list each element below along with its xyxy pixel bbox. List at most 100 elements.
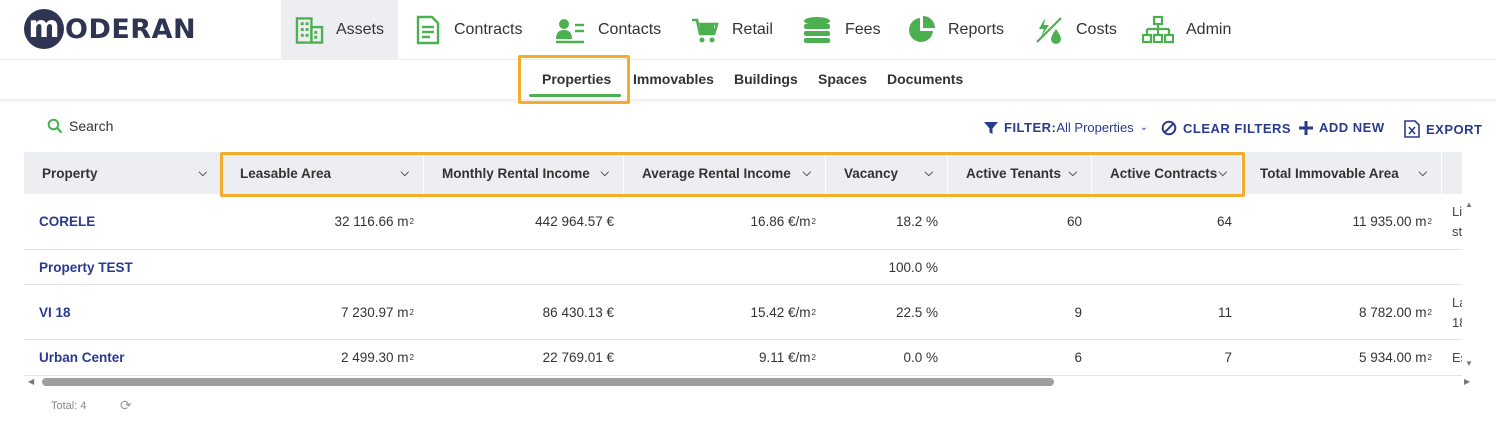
logo-text: ODERAN: [65, 13, 197, 45]
nav-fees[interactable]: Fees: [787, 0, 895, 60]
chevron-down-icon[interactable]: ⌵: [1418, 166, 1427, 179]
average-income-cell: 16.86 €/m 2: [624, 194, 826, 249]
truncated-cell: Es: [1452, 350, 1462, 365]
nav-retail[interactable]: Retail: [676, 0, 787, 60]
funnel-icon: [984, 121, 998, 134]
sub-navigation-bar: Properties Immovables Buildings Spaces D…: [0, 60, 1496, 100]
nav-label: Contracts: [454, 21, 523, 38]
unit-superscript: 2: [1427, 307, 1432, 317]
nav-contracts[interactable]: Contracts: [400, 0, 536, 60]
truncated-text: 18: [1452, 315, 1462, 330]
property-link[interactable]: VI 18: [39, 304, 71, 320]
shopping-cart-icon: [692, 18, 719, 43]
unit-superscript: 2: [811, 353, 816, 362]
chevron-down-icon[interactable]: ⌵: [802, 166, 811, 179]
subtab-buildings[interactable]: Buildings: [734, 71, 798, 87]
add-new-button[interactable]: ADD NEW: [1299, 120, 1385, 135]
plus-icon: [1299, 120, 1313, 135]
column-header-property[interactable]: Property ⌵: [24, 152, 222, 194]
column-header-active-tenants[interactable]: Active Tenants ⌵: [948, 152, 1092, 194]
vacancy-cell: 22.5 %: [895, 304, 938, 320]
column-header-active-contracts[interactable]: Active Contracts ⌵: [1092, 152, 1242, 194]
filter-dropdown[interactable]: FILTER:All Properties ⌄: [984, 120, 1148, 135]
nav-label: Admin: [1186, 21, 1232, 38]
property-link[interactable]: Urban Center: [39, 350, 125, 365]
nav-assets[interactable]: Assets: [281, 0, 398, 60]
unit-superscript: 2: [811, 217, 816, 226]
column-header-leasable-area[interactable]: Leasable Area ⌵: [222, 152, 424, 194]
search-button[interactable]: Search: [47, 118, 113, 134]
horizontal-scroll-thumb[interactable]: [42, 378, 1054, 386]
column-header-average-rental-income[interactable]: Average Rental Income ⌵: [624, 152, 826, 194]
clear-filters-button[interactable]: CLEAR FILTERS: [1161, 120, 1291, 136]
truncated-text: Li: [1452, 204, 1462, 219]
nav-admin[interactable]: Admin: [1128, 0, 1245, 60]
unit-superscript: 2: [1427, 217, 1432, 226]
subtab-documents[interactable]: Documents: [887, 71, 964, 87]
chevron-down-icon[interactable]: ⌵: [198, 166, 207, 179]
refresh-icon[interactable]: ⟳: [120, 397, 132, 413]
active-contracts-cell: 7: [1224, 350, 1232, 365]
property-link[interactable]: Property TEST: [39, 259, 133, 275]
chevron-down-icon[interactable]: ⌵: [1218, 166, 1227, 179]
scroll-up-arrow-icon[interactable]: ▲: [1465, 200, 1473, 209]
truncated-text: st: [1452, 224, 1462, 239]
chevron-down-icon[interactable]: ⌵: [1068, 166, 1077, 179]
cell-value: 2 499.30 m: [341, 350, 409, 365]
export-button[interactable]: EXPORT: [1404, 120, 1482, 138]
nav-reports[interactable]: Reports: [892, 0, 1018, 60]
clear-filters-label: CLEAR FILTERS: [1183, 120, 1292, 136]
prohibited-icon: [1161, 120, 1177, 136]
property-link[interactable]: CORELE: [39, 214, 96, 229]
chevron-down-icon[interactable]: ⌵: [600, 166, 609, 179]
active-tenants-cell: 6: [1074, 350, 1082, 365]
monthly-income-cell: 22 769.01 €: [542, 350, 614, 365]
cell-value: 32 116.66 m: [334, 214, 409, 229]
monthly-income-cell: 86 430.13 €: [542, 304, 614, 320]
unit-superscript: 2: [409, 353, 414, 362]
column-header-total-immovable-area[interactable]: Total Immovable Area ⌵: [1242, 152, 1442, 194]
add-new-label: ADD NEW: [1319, 120, 1385, 135]
scroll-right-arrow-icon[interactable]: ▶: [1464, 377, 1471, 386]
truncated-cell: La 18: [1452, 293, 1462, 333]
nav-contacts[interactable]: Contacts: [540, 0, 675, 60]
chevron-down-icon[interactable]: ⌵: [400, 166, 409, 179]
column-header-label: Active Contracts: [1110, 165, 1218, 181]
vertical-scrollbar[interactable]: ▲ ▼: [1462, 196, 1476, 372]
excel-file-icon: [1404, 120, 1420, 138]
scroll-left-arrow-icon[interactable]: ◀: [28, 377, 35, 386]
search-icon: [47, 118, 63, 134]
unit-superscript: 2: [409, 217, 414, 226]
column-header-monthly-rental-income[interactable]: Monthly Rental Income ⌵: [424, 152, 624, 194]
cell-value: 8 782.00 m: [1359, 304, 1427, 320]
subtab-spaces[interactable]: Spaces: [818, 71, 868, 87]
nav-label: Assets: [335, 21, 384, 38]
nav-label: Retail: [732, 21, 773, 38]
energy-water-icon: [1036, 17, 1062, 44]
table-row[interactable]: Property TEST 100.0 %: [24, 250, 1462, 285]
hierarchy-icon: [1142, 15, 1174, 44]
unit-superscript: 2: [1427, 353, 1432, 362]
filter-label: FILTER:: [1004, 120, 1057, 135]
column-header-label: Leasable Area: [240, 165, 332, 181]
vacancy-cell: 0.0 %: [903, 350, 938, 365]
horizontal-scrollbar[interactable]: ◀ ▶: [24, 374, 1476, 389]
active-tenants-cell: 60: [1066, 214, 1082, 229]
nav-costs[interactable]: Costs: [1020, 0, 1131, 60]
column-header-vacancy[interactable]: Vacancy ⌵: [826, 152, 948, 194]
scroll-down-arrow-icon[interactable]: ▼: [1465, 359, 1473, 368]
truncated-text: La: [1452, 295, 1462, 310]
subtab-properties[interactable]: Properties: [542, 71, 612, 87]
cell-value: 9.11 €/m: [759, 350, 811, 365]
export-label: EXPORT: [1426, 121, 1483, 137]
chevron-down-icon[interactable]: ⌵: [924, 166, 933, 179]
moderan-logo[interactable]: m ODERAN: [24, 9, 196, 49]
subtab-immovables[interactable]: Immovables: [633, 71, 714, 87]
